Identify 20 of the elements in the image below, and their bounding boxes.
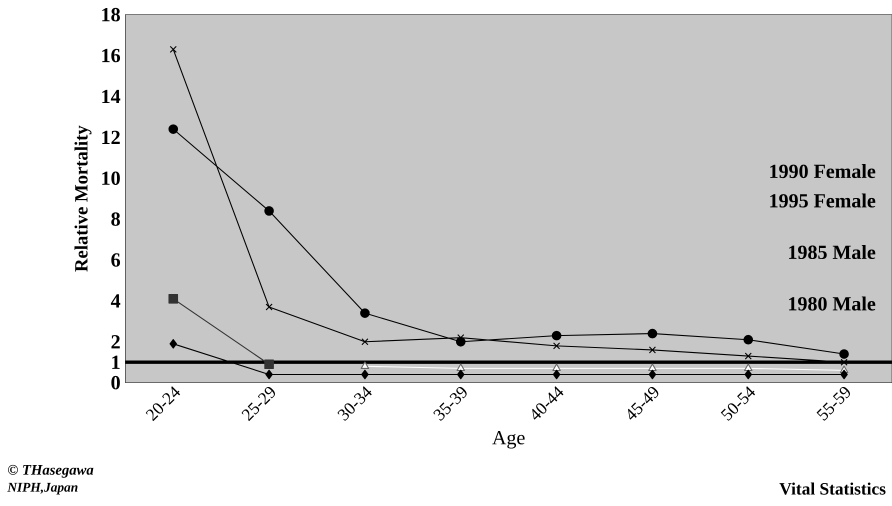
text: Vital Statistics [779,482,886,495]
y-tick-label: 14 [102,90,120,104]
y-tick-label: 10 [102,171,120,185]
y-axis-title: Relative Mortality [74,125,92,272]
y-tick-label: 18 [102,8,120,22]
y-tick-label: 6 [111,253,120,267]
annotation: 1995 Female [770,193,876,208]
annotation: 1985 Male [789,244,876,260]
text: © THasegawa [8,464,94,478]
y-tick-label: 0 [111,376,120,390]
x-axis-title: Age [492,431,525,449]
y-tick-label: 4 [110,294,120,308]
y-tick-label: 2 [111,335,120,348]
y-tick-label: 8 [111,212,120,226]
text: NIPH,Japan [7,482,78,494]
y-tick-label: 1 [112,356,120,369]
y-tick-label: 12 [102,130,120,144]
y-tick-label: 16 [102,48,120,62]
annotation: 1980 Male [789,296,876,311]
annotation: 1990 Female [770,164,876,178]
